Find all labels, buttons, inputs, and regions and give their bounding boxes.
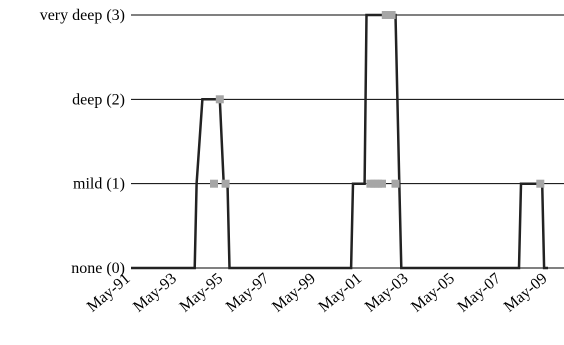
y-tick-label: deep (2): [72, 91, 125, 108]
series-line-0: [131, 13, 548, 270]
data-point-marker: [378, 179, 386, 188]
data-point-marker: [387, 11, 396, 19]
markers-group: [210, 11, 545, 188]
y-tick-label: none (0): [71, 260, 125, 277]
x-tick-label: May-01: [316, 270, 366, 316]
data-point-marker: [536, 179, 545, 188]
x-tick-label: May-05: [408, 270, 458, 316]
series-group: [131, 13, 548, 270]
x-axis-labels: May-91May-93May-95May-97May-99May-01May-…: [84, 270, 551, 316]
data-point-marker: [391, 179, 400, 188]
x-tick-label: May-03: [362, 270, 412, 316]
data-point-marker: [210, 179, 218, 188]
data-point-marker: [221, 179, 230, 188]
y-tick-label: mild (1): [73, 176, 125, 193]
y-axis-labels: none (0) mild (1) deep (2) very deep (3): [40, 7, 125, 277]
x-tick-label: May-95: [177, 270, 227, 316]
x-tick-label: May-09: [501, 270, 551, 316]
data-point-marker: [215, 95, 224, 104]
y-tick-label: very deep (3): [40, 7, 125, 24]
x-tick-label: May-97: [223, 270, 273, 316]
x-tick-label: May-07: [455, 270, 505, 316]
x-tick-label: May-93: [130, 270, 180, 316]
data-point-marker: [381, 11, 390, 19]
x-tick-label: May-99: [269, 270, 319, 316]
